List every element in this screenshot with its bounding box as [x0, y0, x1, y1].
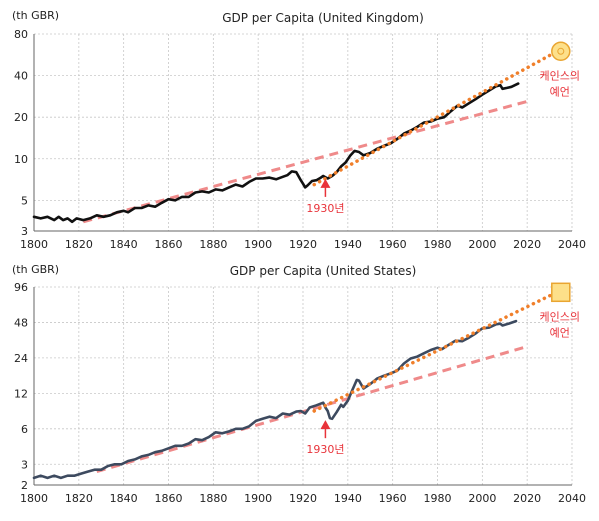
y-tick-label: 40: [14, 70, 28, 83]
y-tick-label: 2: [21, 479, 28, 492]
keynes-label-line2: 예언: [550, 85, 570, 98]
y-tick-label: 5: [21, 194, 28, 207]
x-tick-label: 2020: [513, 492, 541, 505]
up-arrow-icon: [320, 178, 331, 188]
y-tick-label: 12: [14, 387, 28, 400]
annotation-1930-label: 1930년: [306, 443, 344, 456]
x-tick-label: 1960: [379, 238, 407, 251]
up-arrow-icon: [320, 420, 331, 430]
y-tick-label: 3: [21, 225, 28, 238]
x-tick-label: 2000: [468, 492, 496, 505]
x-tick-label: 1900: [244, 492, 272, 505]
x-tick-label: 1960: [379, 492, 407, 505]
x-tick-label: 1880: [199, 238, 227, 251]
x-tick-label: 1980: [424, 492, 452, 505]
x-tick-label: 1940: [334, 492, 362, 505]
x-tick-label: 2040: [558, 492, 586, 505]
trend-dashed-line: [82, 99, 528, 224]
annotation-1930-label: 1930년: [306, 202, 344, 215]
y-tick-label: 20: [14, 111, 28, 124]
chart-title: GDP per Capita (United States): [230, 264, 417, 278]
uk-gdp-chart: GDP per Capita (United Kingdom) (th GBR) 1…: [12, 9, 586, 251]
x-tick-label: 1820: [65, 238, 93, 251]
y-tick-label: 80: [14, 28, 28, 41]
chart-title: GDP per Capita (United Kingdom): [222, 11, 424, 25]
x-tick-label: 1800: [20, 238, 48, 251]
x-tick-label: 1920: [289, 238, 317, 251]
keynes-label-line2: 예언: [550, 326, 570, 339]
x-tick-label: 1840: [110, 238, 138, 251]
keynes-label-line1: 케인스의: [540, 69, 580, 82]
y-tick-label: 3: [21, 458, 28, 471]
x-tick-label: 1840: [110, 492, 138, 505]
y-tick-label: 24: [14, 352, 28, 365]
x-tick-label: 2020: [513, 238, 541, 251]
x-tick-label: 1940: [334, 238, 362, 251]
x-tick-label: 2000: [468, 238, 496, 251]
gdp-series-line: [32, 82, 520, 224]
x-tick-label: 1820: [65, 492, 93, 505]
y-unit-label: (th GBR): [12, 9, 59, 22]
y-unit-label: (th GBR): [12, 263, 59, 276]
x-tick-label: 1860: [155, 492, 183, 505]
circle-marker-inner: [557, 47, 565, 55]
gdp-series-line: [32, 319, 518, 480]
square-marker-icon: [551, 282, 571, 303]
keynes-label-line1: 케인스의: [540, 310, 580, 323]
us-gdp-chart: GDP per Capita (United States) (th GBR) 18…: [12, 263, 586, 505]
x-tick-label: 1880: [199, 492, 227, 505]
y-tick-label: 6: [21, 423, 28, 436]
y-tick-label: 10: [14, 153, 28, 166]
x-tick-label: 1980: [424, 238, 452, 251]
x-tick-label: 1860: [155, 238, 183, 251]
x-tick-label: 1900: [244, 238, 272, 251]
x-tick-label: 1920: [289, 492, 317, 505]
keynes-dotted-line: [312, 47, 563, 187]
x-tick-label: 1800: [20, 492, 48, 505]
y-tick-label: 48: [14, 316, 28, 329]
y-tick-label: 96: [14, 281, 28, 294]
circle-marker-icon: [551, 41, 571, 62]
x-tick-label: 2040: [558, 238, 586, 251]
